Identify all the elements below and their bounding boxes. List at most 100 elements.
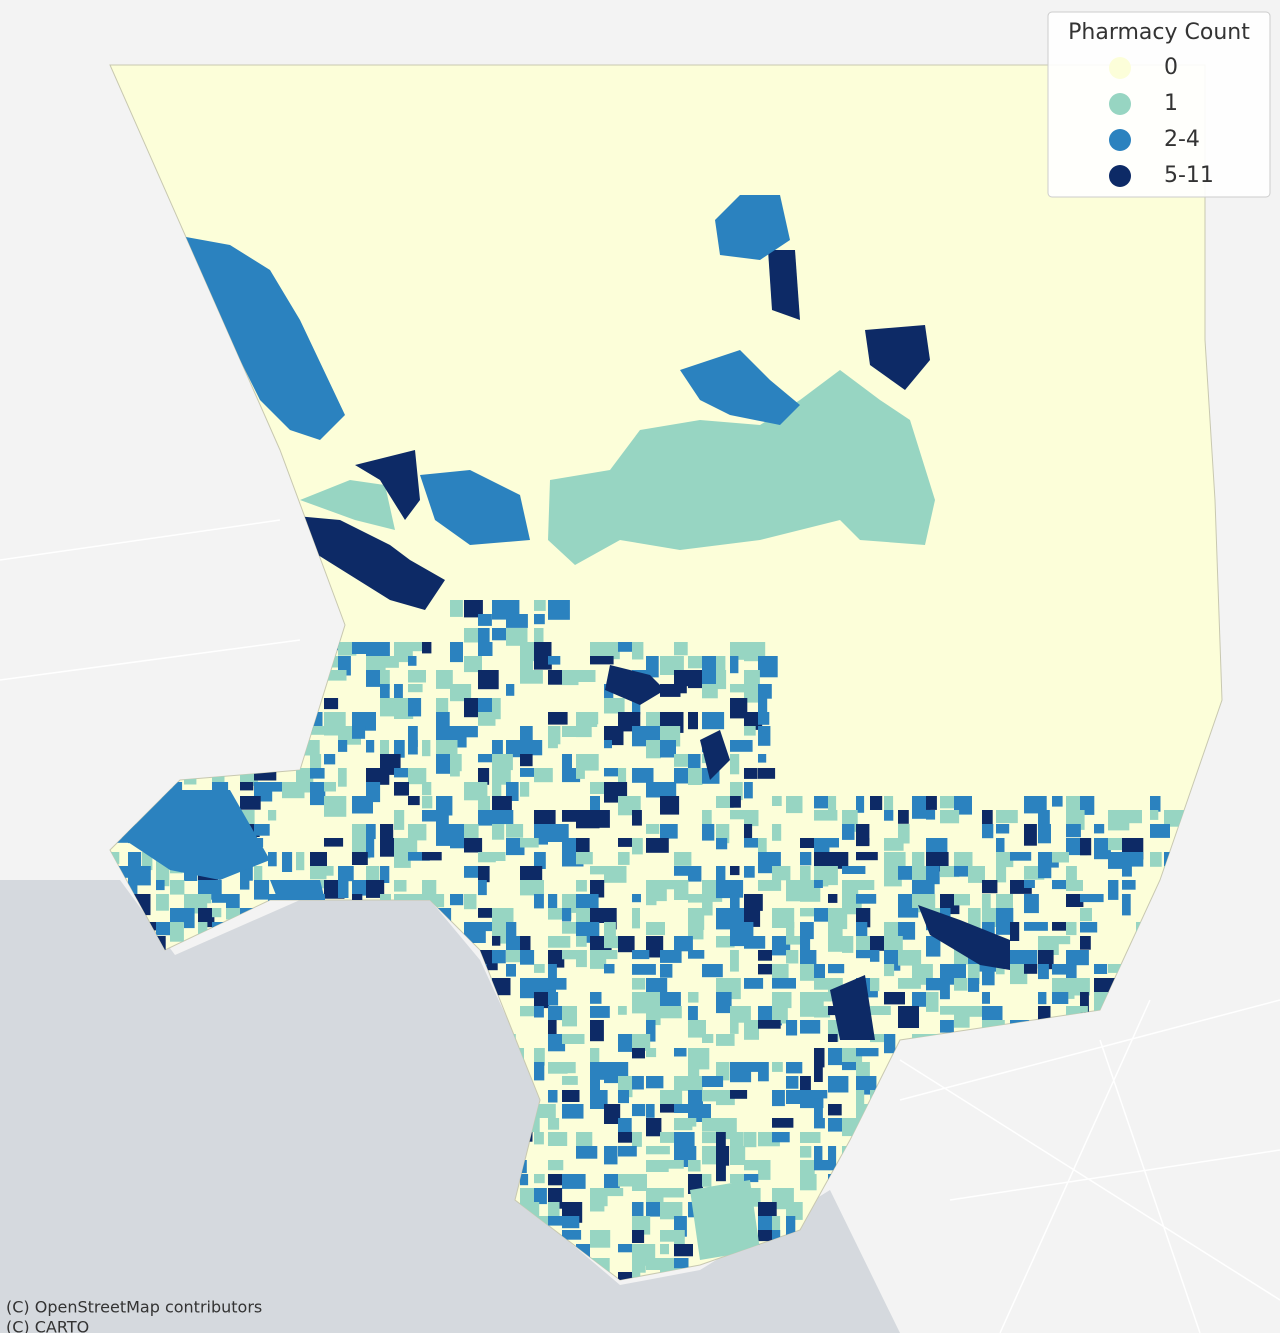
tract (730, 810, 745, 820)
tract (744, 1062, 765, 1072)
tract (814, 1090, 828, 1099)
tract (548, 992, 559, 1006)
tract (968, 908, 981, 930)
tract (492, 824, 505, 840)
tract (856, 894, 877, 904)
tract (702, 684, 718, 699)
tract (408, 670, 426, 683)
tract (842, 824, 855, 840)
tract (702, 824, 715, 841)
tract (492, 754, 513, 771)
region (605, 665, 665, 705)
tract (1080, 992, 1089, 1014)
tract (800, 1076, 811, 1097)
tract (310, 852, 327, 870)
tract (338, 740, 348, 752)
tract (534, 810, 556, 829)
tract (534, 894, 544, 909)
tract (114, 866, 136, 878)
tract (856, 796, 865, 813)
tract (674, 1104, 689, 1113)
tract (1024, 880, 1035, 888)
tract (646, 1020, 656, 1042)
tract (660, 740, 676, 758)
tract (618, 1062, 629, 1079)
tract (884, 866, 902, 887)
tract (660, 1244, 669, 1255)
tract (814, 1048, 825, 1068)
tract (702, 1132, 726, 1144)
tract (478, 628, 490, 643)
tract (590, 950, 607, 969)
tract (730, 1090, 748, 1099)
tract (408, 824, 427, 841)
tract (688, 950, 705, 959)
tract (632, 894, 641, 903)
tract (282, 852, 293, 872)
tract (744, 838, 766, 848)
tract (1122, 810, 1142, 824)
tract (520, 740, 543, 756)
tract (240, 782, 254, 791)
tract (520, 838, 539, 848)
tract (324, 726, 346, 736)
tract (716, 936, 735, 948)
tract (646, 1076, 664, 1089)
tract (1122, 866, 1132, 877)
tract (674, 1118, 693, 1131)
tract (982, 824, 994, 839)
tract (954, 978, 968, 991)
tract (142, 852, 153, 871)
tract (548, 1174, 572, 1186)
tract (660, 950, 682, 963)
tract (520, 670, 543, 684)
tract (856, 1090, 865, 1105)
tract (688, 754, 701, 772)
tract (940, 978, 950, 1000)
tract (716, 866, 726, 886)
tract (534, 768, 553, 783)
tract (366, 824, 376, 840)
region (680, 350, 800, 425)
tract (730, 656, 739, 674)
tract (548, 894, 558, 909)
tract (940, 810, 960, 824)
tract (646, 1048, 657, 1058)
tract (478, 866, 490, 883)
tract (702, 1104, 711, 1119)
tract (702, 1076, 724, 1087)
tract (562, 768, 581, 783)
tract (534, 614, 545, 625)
tract (1150, 810, 1159, 820)
tract (1024, 964, 1038, 974)
tract (758, 880, 782, 891)
tract (786, 880, 805, 902)
tract (310, 866, 327, 880)
tract (842, 936, 854, 953)
tract (1080, 838, 1092, 856)
tract (310, 782, 326, 799)
tract (982, 1006, 1003, 1022)
region (830, 975, 875, 1040)
tract (800, 1020, 821, 1034)
tract (1150, 852, 1162, 867)
tract (660, 1090, 683, 1107)
tract (394, 740, 405, 758)
tract (1066, 950, 1089, 966)
tract (632, 1216, 651, 1235)
tract (982, 894, 991, 915)
tract (296, 852, 305, 871)
tract (1052, 796, 1063, 807)
tract (520, 1174, 529, 1186)
tract (632, 698, 641, 715)
tract (660, 1230, 680, 1242)
tract (576, 670, 596, 682)
tract (926, 936, 941, 957)
tract (674, 880, 689, 900)
tract (632, 1076, 644, 1090)
tract (828, 1076, 849, 1093)
tract (632, 964, 656, 975)
tract (884, 936, 903, 952)
legend-swatch (1109, 165, 1131, 187)
tract (744, 768, 758, 779)
